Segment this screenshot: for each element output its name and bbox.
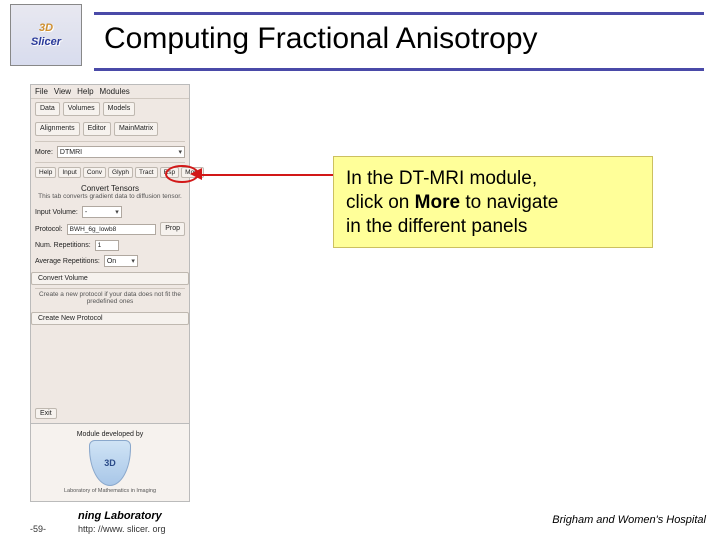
new-protocol-help: Create a new protocol if your data does … — [31, 291, 189, 309]
num-repetitions-row: Num. Repetitions: 1 — [31, 238, 189, 253]
slicer-url: http: //www. slicer. org — [78, 524, 166, 534]
input-volume-dropdown[interactable]: - ▾ — [82, 206, 122, 218]
btn-mainmatrix[interactable]: MainMatrix — [114, 122, 158, 136]
avg-repetitions-row: Average Repetitions: On ▾ — [31, 253, 189, 269]
chevron-down-icon: ▾ — [115, 208, 119, 216]
callout-box: In the DT-MRI module, click on More to n… — [333, 156, 653, 248]
protocol-value: BWH_6g_lowb8 — [70, 226, 117, 233]
page-title: Computing Fractional Anisotropy — [104, 22, 538, 56]
num-rep-input[interactable]: 1 — [95, 240, 119, 251]
logo-line2: Slicer — [31, 36, 61, 48]
shield-text: 3D — [104, 458, 116, 468]
menu-help[interactable]: Help — [77, 87, 93, 96]
convert-volume-button[interactable]: Convert Volume — [31, 272, 189, 285]
tab-glyph[interactable]: Glyph — [108, 167, 133, 178]
chevron-down-icon: ▾ — [178, 148, 182, 156]
title-rule-top — [94, 12, 704, 15]
more-dropdown[interactable]: DTMRI ▾ — [57, 146, 185, 158]
chevron-down-icon: ▾ — [131, 257, 135, 265]
module-developed-by-label: Module developed by — [77, 431, 144, 438]
input-volume-value: - — [85, 209, 87, 216]
callout-line1: In the DT-MRI module, — [346, 168, 537, 189]
menu-view[interactable]: View — [54, 87, 71, 96]
protocol-input[interactable]: BWH_6g_lowb8 — [67, 224, 157, 235]
callout-line2-bold: More — [415, 192, 460, 213]
btn-alignments[interactable]: Alignments — [35, 122, 80, 136]
tab-help[interactable]: Help — [35, 167, 56, 178]
avg-rep-label: Average Repetitions: — [35, 258, 100, 265]
exit-button[interactable]: Exit — [35, 408, 57, 419]
callout-line2a: click on — [346, 192, 415, 213]
slicer-logo: 3D Slicer — [10, 4, 82, 66]
avg-rep-dropdown[interactable]: On ▾ — [104, 255, 138, 267]
toolbar-row-1: Data Volumes Models — [31, 99, 189, 119]
callout-line3: in the different panels — [346, 216, 527, 237]
tab-conv[interactable]: Conv — [83, 167, 106, 178]
slide-footer-left: -59- ning Laboratory http: //www. slicer… — [30, 510, 166, 534]
btn-volumes[interactable]: Volumes — [63, 102, 100, 116]
logo-line1: 3D — [39, 22, 53, 34]
more-label: More: — [35, 149, 53, 156]
btn-data[interactable]: Data — [35, 102, 60, 116]
panel-title: Convert Tensors — [31, 180, 189, 193]
callout-line2c: to navigate — [460, 192, 558, 213]
more-module-row: More: DTMRI ▾ — [31, 144, 189, 160]
btn-editor[interactable]: Editor — [83, 122, 111, 136]
tab-input[interactable]: Input — [58, 167, 80, 178]
protocol-label: Protocol: — [35, 226, 63, 233]
callout-arrow-line — [198, 174, 334, 176]
btn-models[interactable]: Models — [103, 102, 136, 116]
shield-icon: 3D — [89, 440, 131, 486]
page-number: -59- — [30, 524, 46, 534]
create-protocol-button[interactable]: Create New Protocol — [31, 312, 189, 325]
separator — [35, 162, 185, 163]
more-value: DTMRI — [60, 149, 82, 156]
separator — [35, 288, 185, 289]
input-volume-row: Input Volume: - ▾ — [31, 204, 189, 220]
logo-text: 3D Slicer — [31, 21, 61, 49]
num-rep-label: Num. Repetitions: — [35, 242, 91, 249]
module-credit: Laboratory of Mathematics in Imaging — [60, 488, 160, 494]
slide-footer-right: Brigham and Women's Hospital — [552, 514, 706, 526]
module-footer-panel: Module developed by 3D Laboratory of Mat… — [31, 423, 189, 501]
protocol-prop-button[interactable]: Prop — [160, 222, 185, 236]
tab-tract[interactable]: Tract — [135, 167, 158, 178]
avg-rep-value: On — [107, 258, 116, 265]
menu-modules[interactable]: Modules — [100, 87, 130, 96]
title-rule-bot — [94, 68, 704, 71]
menu-file[interactable]: File — [35, 87, 48, 96]
panel-help: This tab converts gradient data to diffu… — [31, 193, 189, 204]
slicer-screenshot-panel: File View Help Modules Data Volumes Mode… — [30, 84, 190, 502]
toolbar-row-2: Alignments Editor MainMatrix — [31, 119, 189, 139]
lab-name: ning Laboratory — [78, 510, 162, 522]
menubar: File View Help Modules — [31, 85, 189, 99]
num-rep-value: 1 — [98, 242, 102, 249]
protocol-row: Protocol: BWH_6g_lowb8 Prop — [31, 220, 189, 238]
separator — [35, 141, 185, 142]
input-volume-label: Input Volume: — [35, 209, 78, 216]
